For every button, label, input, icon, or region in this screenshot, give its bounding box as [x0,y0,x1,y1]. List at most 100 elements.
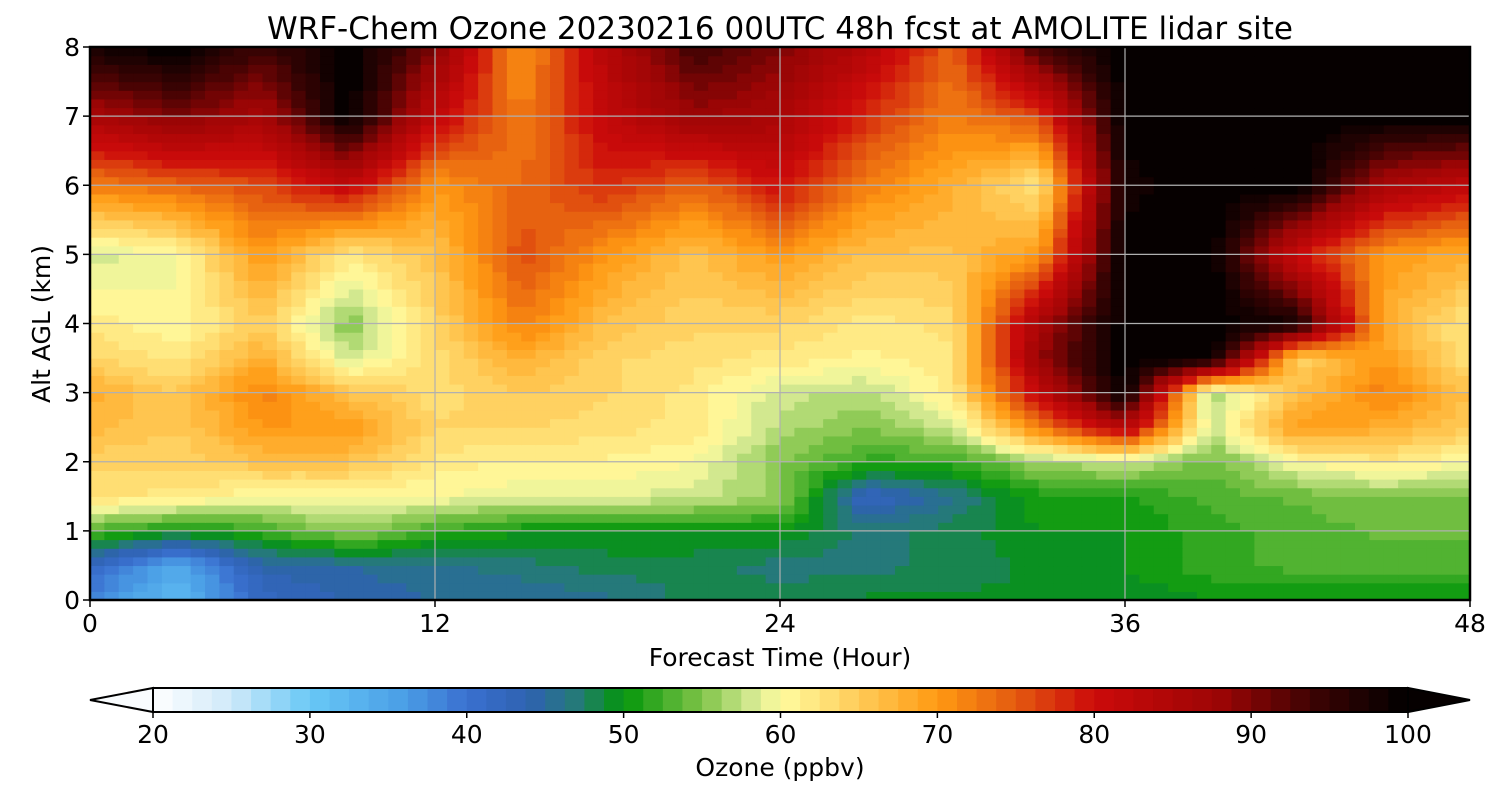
heatmap-cell [1455,513,1470,523]
heatmap-cell [966,228,982,238]
heatmap-cell [205,193,220,204]
heatmap-cell [722,574,738,584]
heatmap-cell [808,409,824,420]
heatmap-cell [866,522,882,532]
heatmap-cell [1254,479,1270,489]
heatmap-cell [291,185,307,195]
heatmap-cell [938,185,954,195]
heatmap-cell [1297,288,1313,299]
heatmap-cell [1225,444,1241,454]
heatmap-cell [348,306,364,316]
heatmap-cell [1081,582,1097,592]
heatmap-cell [593,504,609,515]
heatmap-cell [995,418,1011,428]
heatmap-cell [1053,150,1069,160]
heatmap-cell [305,435,321,446]
heatmap-cell [1067,401,1083,411]
heatmap-cell [1268,513,1284,523]
heatmap-cell [909,159,925,169]
heatmap-cell [248,392,264,402]
heatmap-cell [90,340,105,351]
heatmap-cell [751,383,767,394]
heatmap-cell [219,427,235,437]
heatmap-cell [1412,565,1428,575]
heatmap-cell [219,202,235,212]
heatmap-cell [104,513,120,523]
heatmap-cell [1254,591,1270,600]
heatmap-cell [1412,185,1428,195]
heatmap-cell [1412,306,1428,316]
heatmap-cell [1369,453,1385,463]
heatmap-cell [233,522,249,532]
heatmap-cell [751,470,767,480]
heatmap-cell [406,383,422,394]
heatmap-cell [1326,530,1342,541]
heatmap-cell [348,409,364,420]
heatmap-cell [161,522,177,532]
heatmap-cell [262,288,278,299]
heatmap-cell [118,530,134,541]
heatmap-cell [535,470,551,480]
heatmap-cell [1455,306,1470,316]
heatmap-cell [320,565,335,575]
heatmap-cell [262,340,278,351]
heatmap-cell [765,582,781,592]
heatmap-cell [794,366,810,376]
heatmap-cell [521,271,537,281]
heatmap-cell [981,323,997,333]
heatmap-cell [1182,556,1198,567]
heatmap-cell [995,392,1011,402]
heatmap-cell [1096,470,1112,480]
heatmap-cell [794,314,810,325]
heatmap-cell [751,591,767,600]
heatmap-cell [995,297,1011,307]
heatmap-cell [1311,349,1327,359]
heatmap-cell [823,211,839,221]
heatmap-cell [751,211,767,221]
heatmap-cell [923,565,939,575]
heatmap-cell [866,340,882,351]
heatmap-cell [1024,582,1040,592]
heatmap-cell [305,591,321,600]
heatmap-cell [147,409,163,420]
heatmap-cell [190,392,206,402]
heatmap-cell [1283,539,1299,549]
heatmap-cell [1168,366,1184,376]
heatmap-cell [463,539,479,549]
heatmap-cell [1081,245,1097,255]
heatmap-cell [981,383,997,394]
heatmap-cell [1110,427,1126,437]
heatmap-cell [435,487,450,497]
heatmap-cell [1326,444,1342,454]
heatmap-cell [621,332,637,342]
heatmap-cell [1254,487,1270,497]
heatmap-cell [794,409,810,420]
heatmap-cell [1053,574,1069,584]
heatmap-cell [722,185,738,195]
heatmap-cell [406,444,422,454]
heatmap-cell [1369,185,1385,195]
heatmap-cell [780,176,795,186]
heatmap-cell [880,150,896,160]
heatmap-cell [981,288,997,299]
heatmap-cell [1283,444,1299,454]
heatmap-cell [305,496,321,506]
heatmap-cell [952,418,968,428]
heatmap-cell [1297,185,1313,195]
heatmap-cell [693,375,709,385]
heatmap-cell [880,375,896,385]
heatmap-cell [1340,513,1356,523]
heatmap-cell [995,159,1011,169]
heatmap-cell [219,574,235,584]
heatmap-cell [1311,470,1327,480]
heatmap-cell [377,539,393,549]
heatmap-cell [880,202,896,212]
heatmap-cell [1211,565,1227,575]
heatmap-cell [478,340,494,351]
heatmap-cell [248,219,264,230]
heatmap-cell [880,340,896,351]
heatmap-cell [506,159,522,169]
heatmap-cell [90,444,105,454]
heatmap-cell [1383,358,1399,368]
heatmap-cell [1038,297,1054,307]
